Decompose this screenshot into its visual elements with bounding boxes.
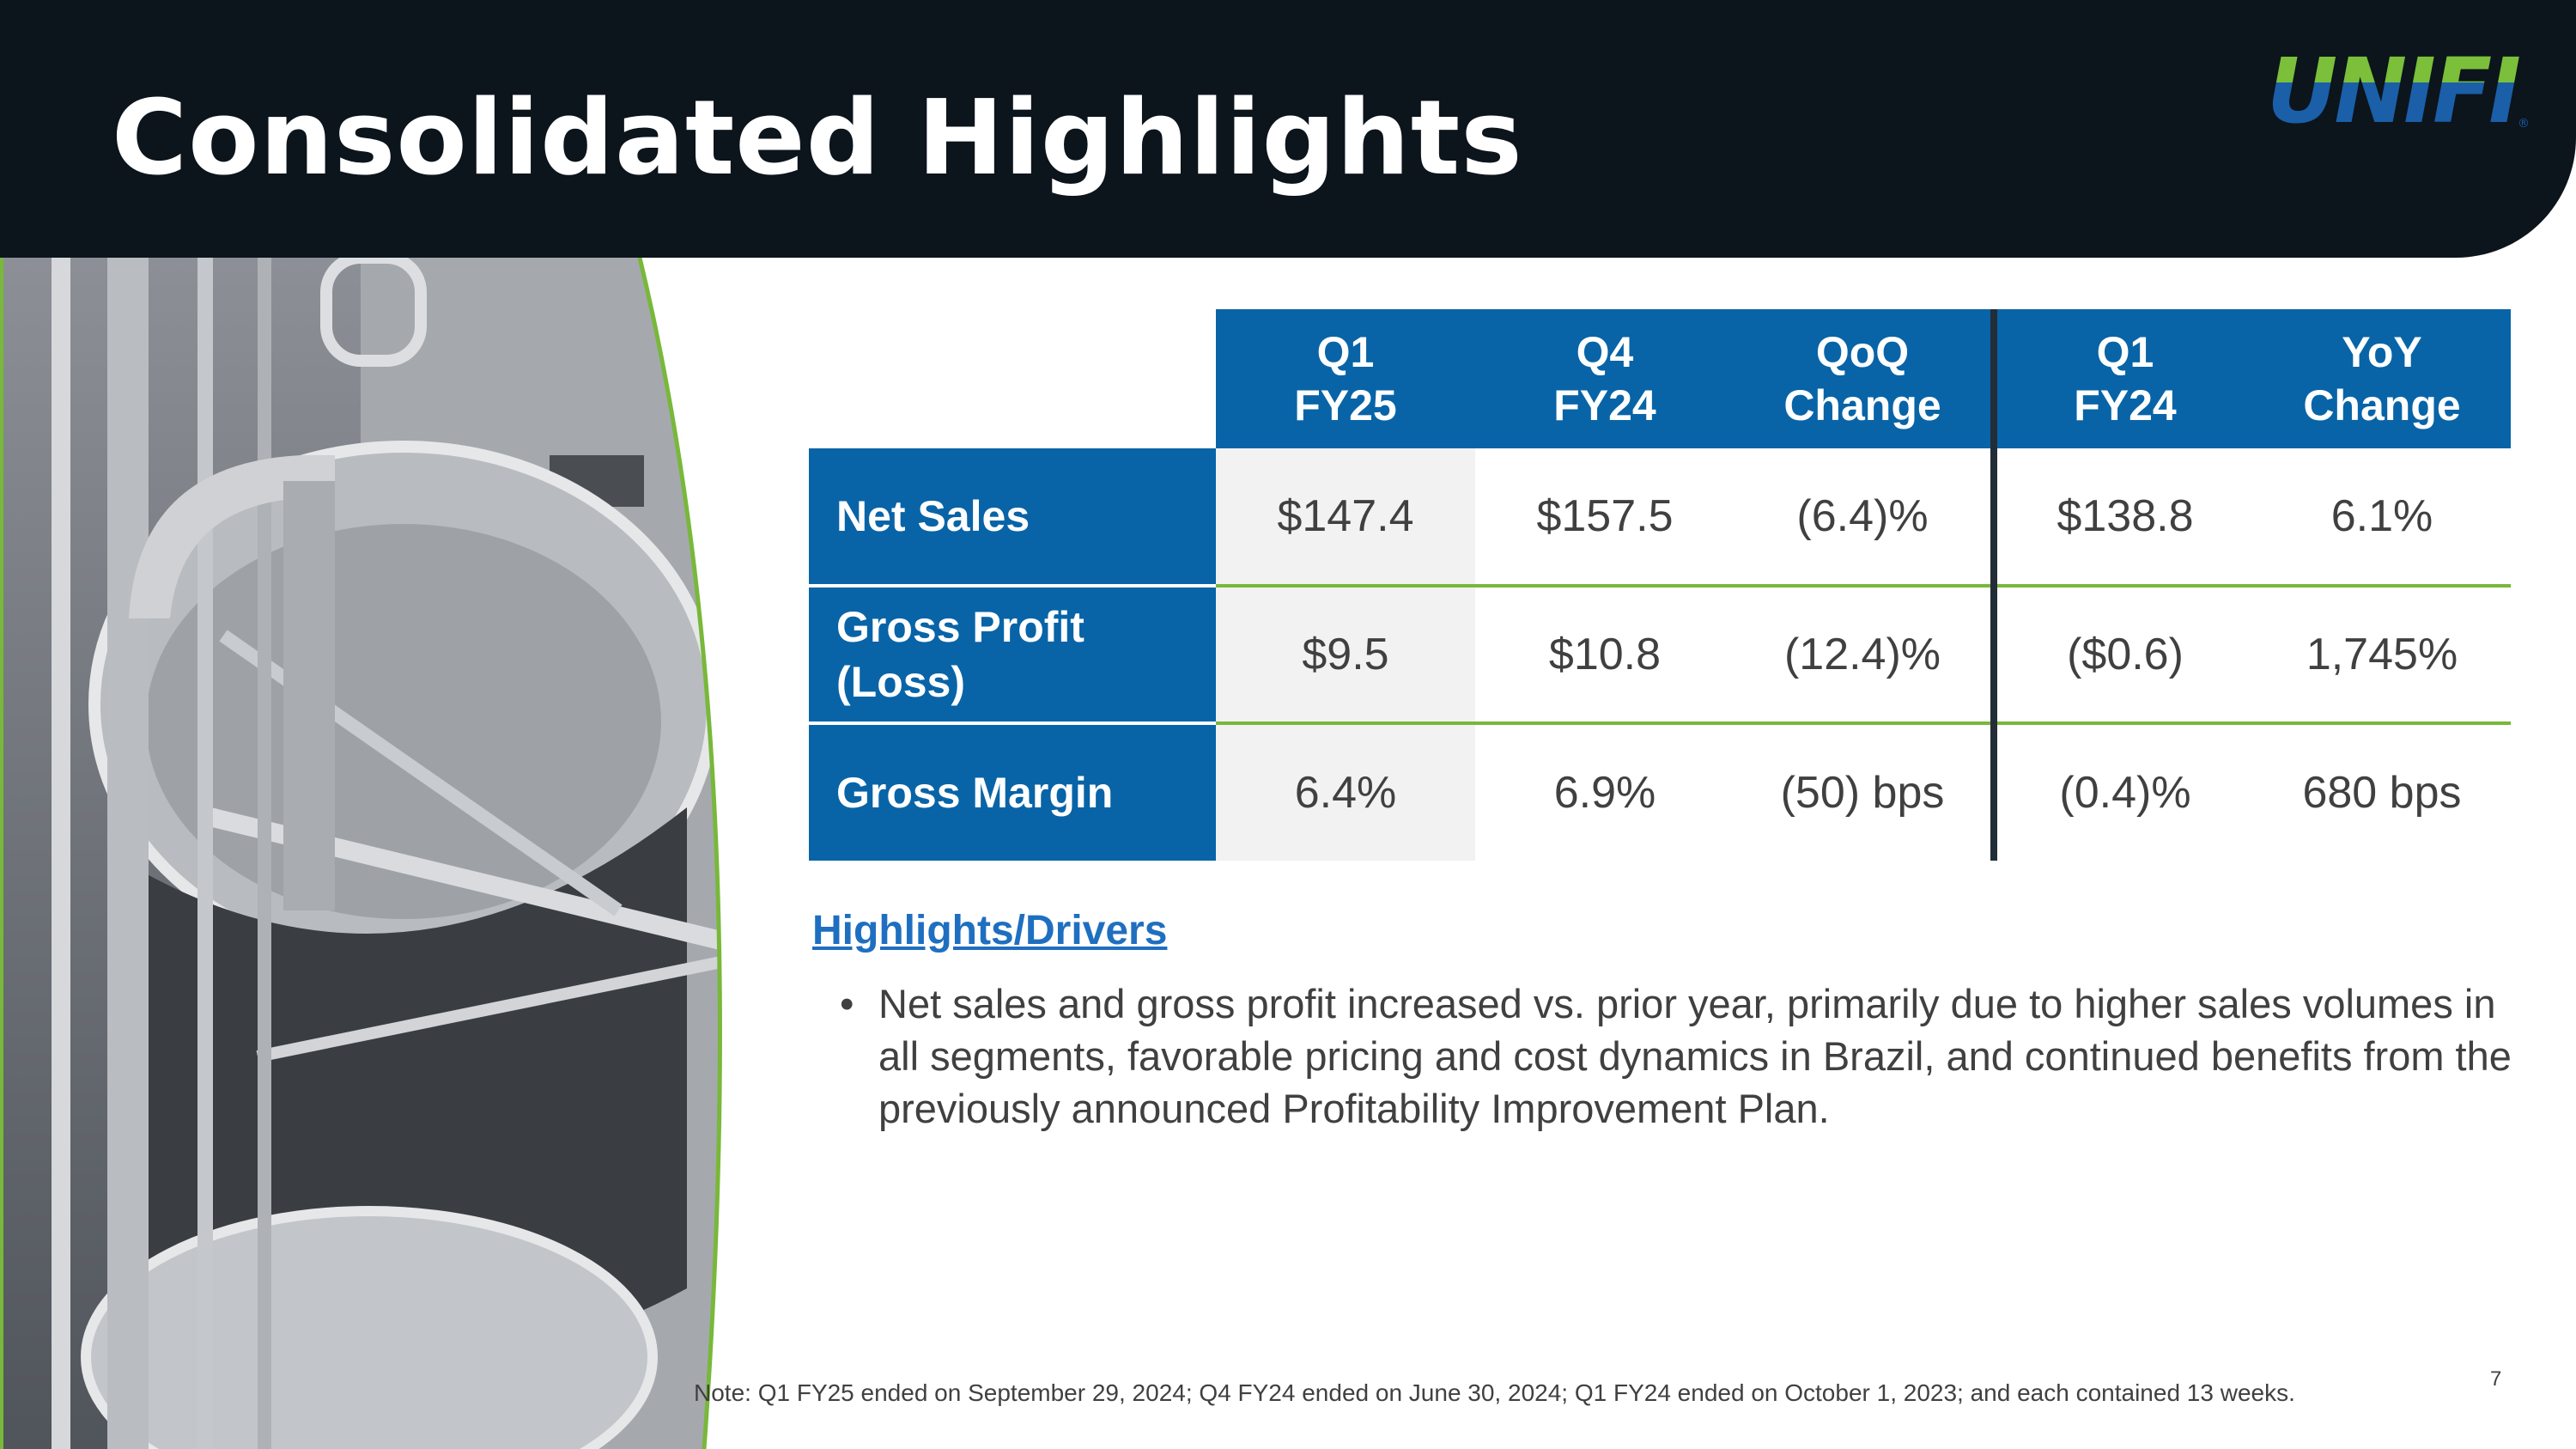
list-item: • Net sales and gross profit increased v… [840,977,2523,1135]
page-number: 7 [2490,1367,2502,1391]
column-header: YoY Change [2253,309,2511,448]
svg-text:®: ® [2518,117,2529,131]
table-cell: $147.4 [1216,448,1475,588]
table-row: Net Sales $147.4 $157.5 (6.4)% $138.8 6.… [809,448,2511,588]
table-cell: (50) bps [1780,768,1945,818]
table-cell: 6.4% [1216,723,1475,861]
column-header: QoQ Change [1735,309,1994,448]
row-label: Net Sales [809,448,1216,588]
industrial-silo-photo [0,258,722,1449]
bullet-text: Net sales and gross profit increased vs.… [878,981,2512,1131]
table-cell: $157.5 [1475,448,1735,588]
svg-text:UNIFI: UNIFI [2267,43,2519,137]
page-title: Consolidated Highlights [112,79,1523,198]
table-cell: (12.4)% [1735,586,1994,725]
highlights-drivers-link[interactable]: Highlights/Drivers [812,908,1168,953]
highlights-bullet-list: • Net sales and gross profit increased v… [840,977,2523,1135]
table-cell: 6.9% [1553,768,1656,818]
table-row: Gross Margin 6.4% 6.9% (50) bps (0.4)% 6… [809,723,2511,861]
table-row: Gross Profit (Loss) $9.5 $10.8 (12.4)% (… [809,586,2511,725]
table-cell: $138.8 [1990,448,2253,588]
bullet-icon: • [840,981,854,1026]
table-corner [809,309,1216,448]
table-cell: $10.8 [1475,586,1735,725]
row-label: Gross Profit (Loss) [809,586,1216,725]
column-header: Q4 FY24 [1475,309,1735,448]
unifi-logo: UNIFI ® [2267,43,2529,137]
header-bar: Consolidated Highlights UNIFI ® [0,0,2576,258]
table-cell: 6.1% [2253,448,2511,588]
row-label: Gross Margin [809,723,1216,861]
table-cell: (0.4)% [1990,723,2253,861]
table-cell: (6.4)% [1735,448,1994,588]
table-cell: 1,745% [2253,586,2511,725]
highlights-table: Q1 FY25 Q4 FY24 QoQ Change Q1 FY24 YoY Change… [809,309,2511,861]
table-cell: 680 bps [2302,768,2462,818]
table-cell: ($0.6) [1990,586,2253,725]
footnote: Note: Q1 FY25 ended on September 29, 202… [694,1379,2295,1406]
table-cell: $9.5 [1216,586,1475,725]
column-header: Q1 FY25 [1216,309,1475,448]
column-header: Q1 FY24 [1990,309,2253,448]
